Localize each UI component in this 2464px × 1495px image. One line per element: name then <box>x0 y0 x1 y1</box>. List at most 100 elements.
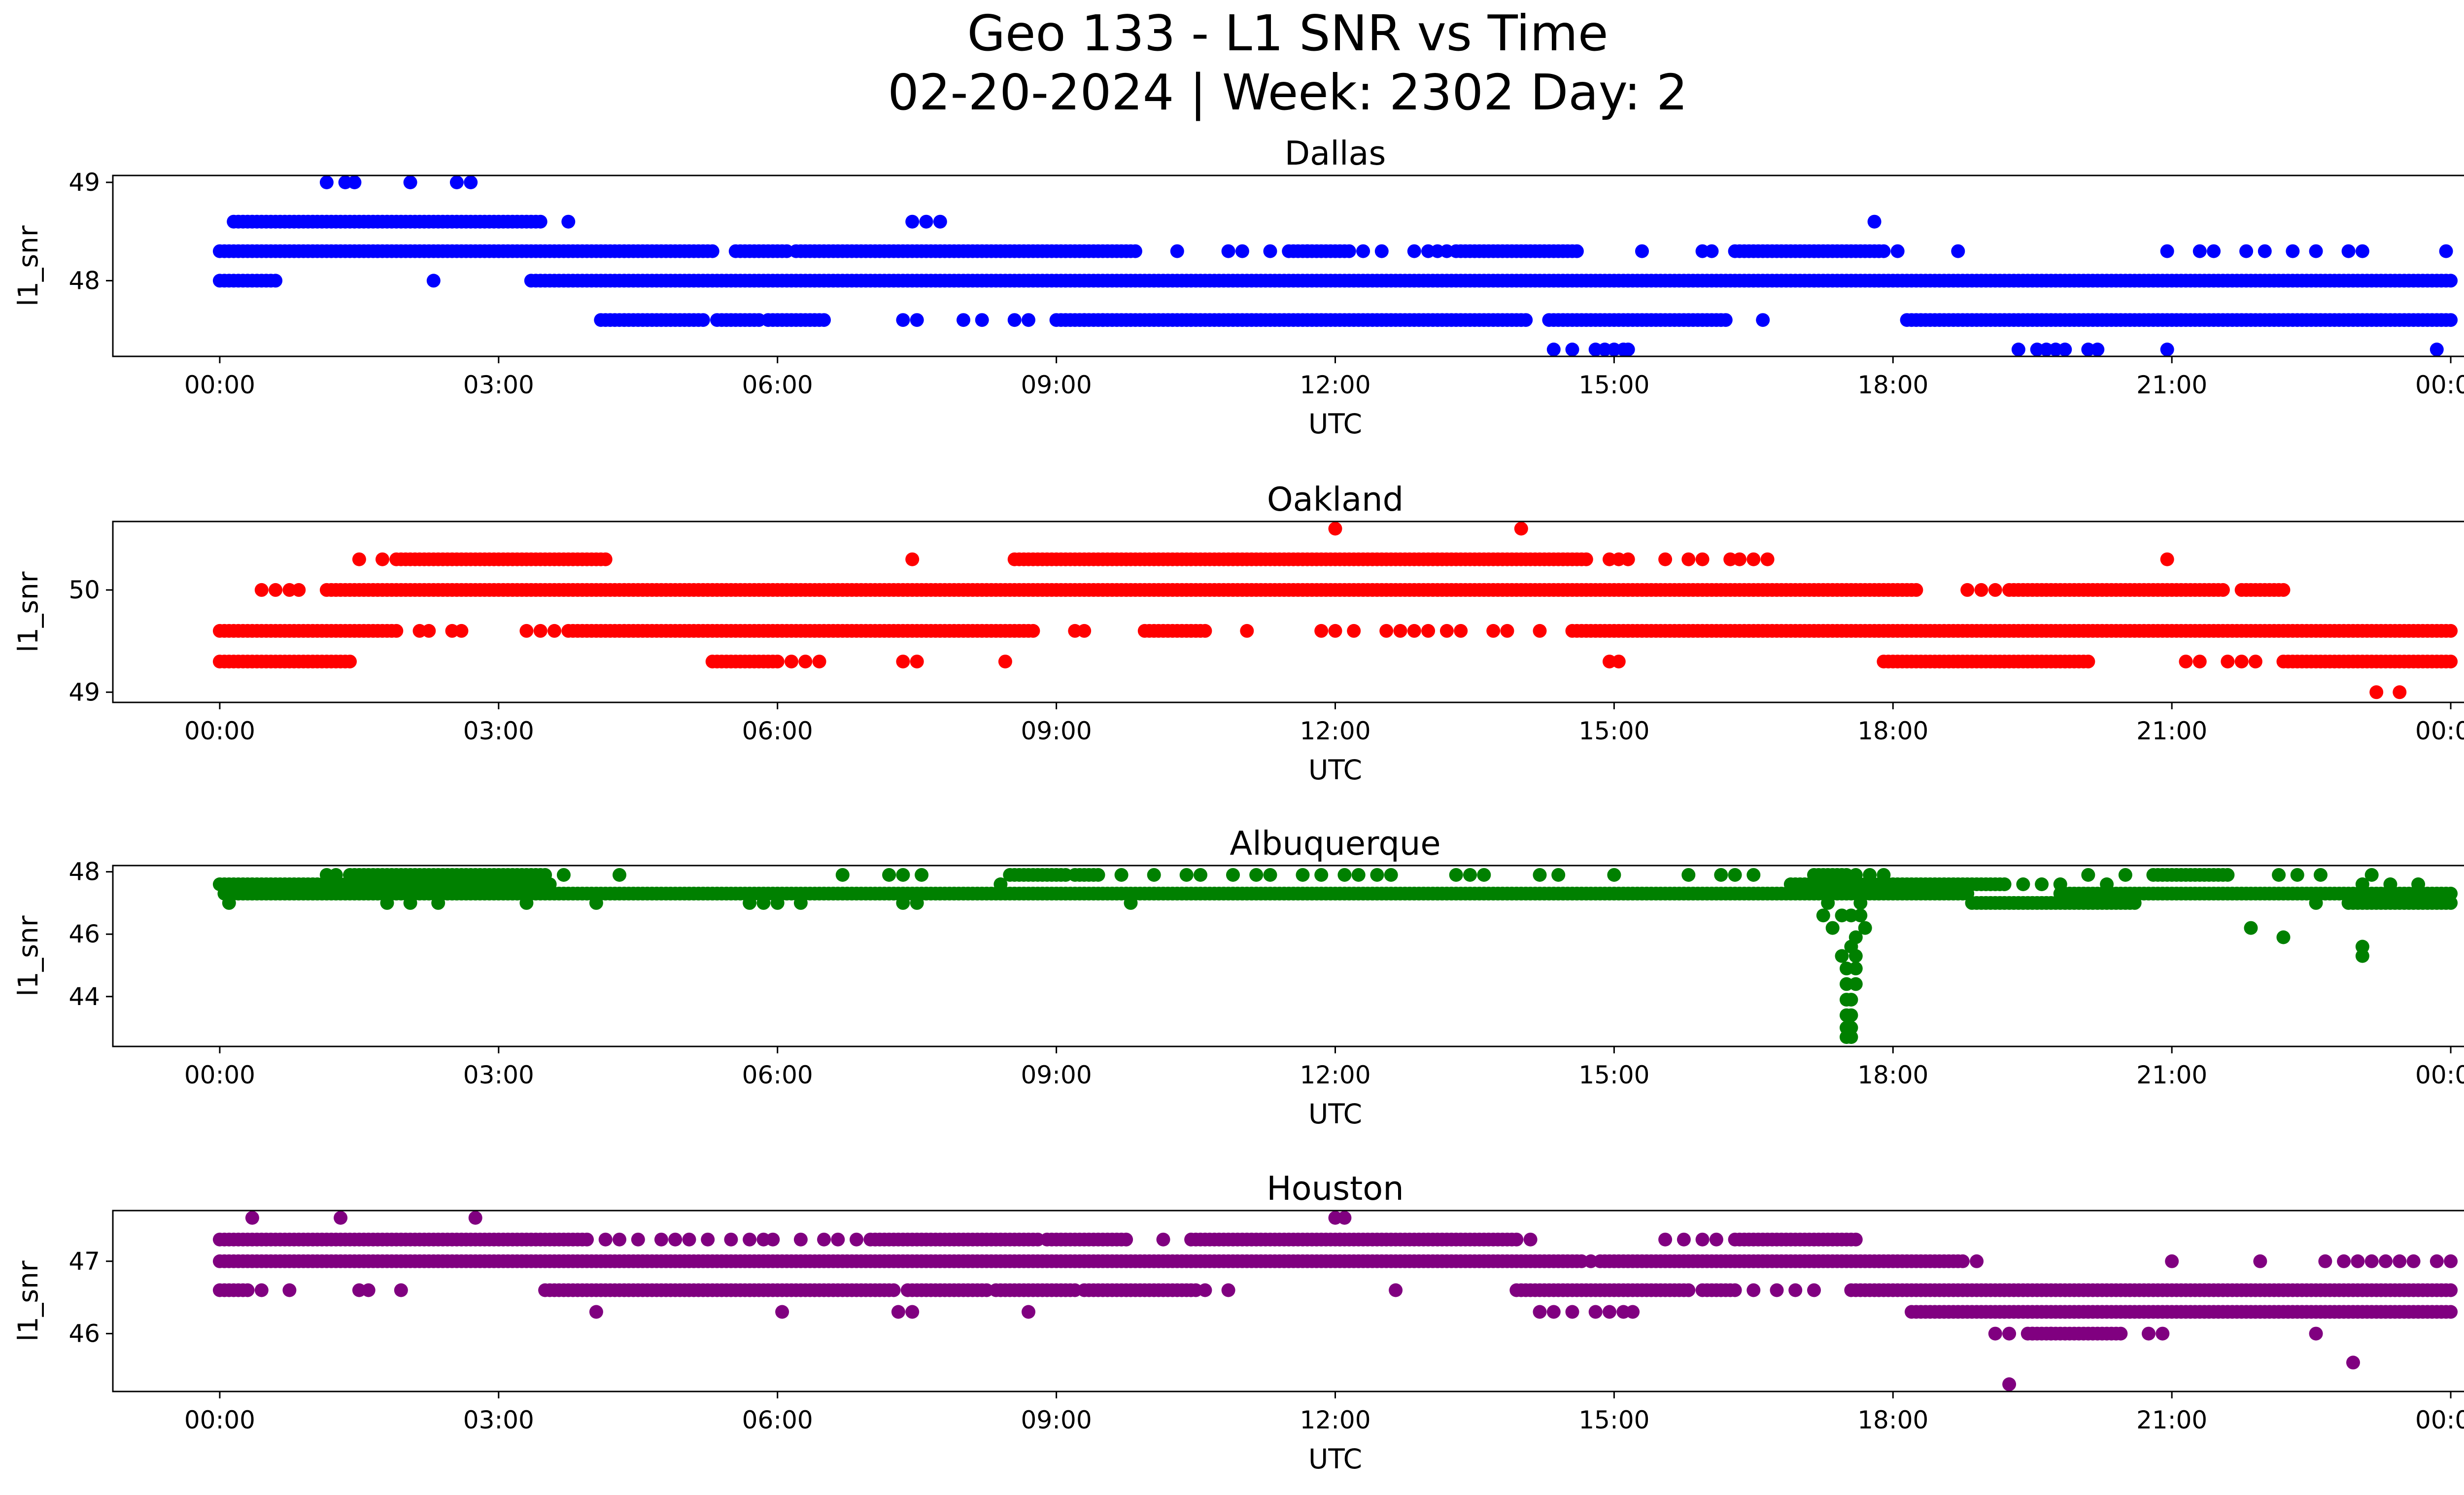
data-point <box>1128 244 1142 258</box>
data-point <box>1198 1283 1212 1297</box>
data-point <box>1221 244 1235 258</box>
data-point <box>343 655 357 669</box>
data-point <box>548 624 561 638</box>
data-point <box>2142 1326 2156 1341</box>
data-point <box>282 1283 297 1297</box>
data-point <box>1714 868 1728 882</box>
x-tick-label: 00:00 <box>184 1061 255 1089</box>
data-point <box>403 896 417 910</box>
data-point <box>1988 1326 2002 1341</box>
data-point <box>896 655 910 669</box>
data-point <box>896 313 910 327</box>
y-tick-label: 50 <box>68 576 100 604</box>
data-point <box>1300 244 1314 258</box>
x-tick-label: 18:00 <box>1857 1406 1928 1434</box>
data-point <box>1621 552 1635 566</box>
data-point <box>896 868 910 882</box>
data-point <box>2393 685 2407 699</box>
data-point <box>1384 868 1398 882</box>
data-point <box>394 1283 408 1297</box>
data-point <box>1439 244 1454 258</box>
data-point <box>2430 1254 2444 1268</box>
data-point <box>1170 244 1184 258</box>
x-axis-label: UTC <box>1308 408 1362 440</box>
data-point <box>1333 1232 1347 1247</box>
data-point <box>696 313 710 327</box>
data-point <box>292 583 306 597</box>
data-point <box>380 896 394 910</box>
data-point <box>1077 313 1092 327</box>
data-point <box>1970 1254 1984 1268</box>
data-point <box>1821 896 1835 910</box>
data-point <box>1718 313 1733 327</box>
data-point <box>896 896 910 910</box>
data-point <box>1890 244 1905 258</box>
y-axis-label: l1_snr <box>12 225 44 306</box>
x-tick-label: 03:00 <box>463 371 534 399</box>
data-point <box>1988 583 2002 597</box>
subplot-albuquerque: Albuquerque 00:00 03:00 06:00 09:00 12:00 15:0… <box>12 824 2464 1130</box>
data-point <box>1347 624 1361 638</box>
data-point <box>222 896 236 910</box>
data-point <box>905 552 920 566</box>
data-point <box>2258 244 2272 258</box>
data-point <box>2276 930 2291 944</box>
data-point <box>1695 1232 1710 1247</box>
data-point <box>2244 921 2258 935</box>
data-point <box>756 896 771 910</box>
data-point <box>2341 244 2356 258</box>
x-tick-label: 06:00 <box>742 1061 813 1089</box>
y-axis-label: l1_snr <box>12 915 44 996</box>
data-point <box>2444 655 2458 669</box>
data-point <box>1756 313 1770 327</box>
data-point <box>1584 1254 1598 1268</box>
data-point <box>1570 244 1584 258</box>
data-point <box>1565 343 1579 356</box>
data-point <box>1909 583 1923 597</box>
data-point <box>1565 1305 1579 1319</box>
data-point <box>1007 313 1022 327</box>
data-point <box>2216 583 2230 597</box>
data-point <box>1853 896 1868 910</box>
data-point <box>1788 1283 1803 1297</box>
data-point <box>2318 1254 2332 1268</box>
data-point <box>1194 868 1207 882</box>
x-tick-label: 03:00 <box>463 1061 534 1089</box>
data-point <box>831 1232 845 1247</box>
data-point <box>1393 624 1407 638</box>
data-point <box>2355 949 2369 963</box>
data-point <box>2239 244 2254 258</box>
data-point <box>2276 583 2291 597</box>
data-point <box>1825 921 1840 935</box>
data-point <box>770 655 785 669</box>
y-tick-label: 49 <box>68 678 100 706</box>
x-tick-label: 00:00 <box>184 371 255 399</box>
data-point <box>654 1232 668 1247</box>
data-point <box>724 1232 738 1247</box>
data-point <box>1607 868 1621 882</box>
data-point <box>770 896 785 910</box>
data-point <box>1156 1232 1170 1247</box>
data-point <box>887 1283 901 1297</box>
data-point <box>910 313 924 327</box>
data-point <box>2160 244 2174 258</box>
data-point <box>454 624 469 638</box>
series-oakland <box>212 522 2458 699</box>
data-point <box>743 1232 757 1247</box>
data-point <box>598 1232 613 1247</box>
data-point <box>2025 1326 2040 1341</box>
y-axis-label: l1_snr <box>12 571 44 652</box>
x-tick-label: 21:00 <box>2136 717 2207 745</box>
data-point <box>1328 624 1342 638</box>
x-tick-label: 21:00 <box>2136 371 2207 399</box>
data-point <box>1421 624 1436 638</box>
data-point <box>1770 1283 1784 1297</box>
data-point <box>2406 1254 2421 1268</box>
data-point <box>2444 1283 2458 1297</box>
x-tick-label: 15:00 <box>1578 1061 1649 1089</box>
data-point <box>389 624 404 638</box>
data-point <box>1844 1008 1858 1022</box>
data-point <box>835 868 850 882</box>
x-axis-label: UTC <box>1308 754 1362 786</box>
